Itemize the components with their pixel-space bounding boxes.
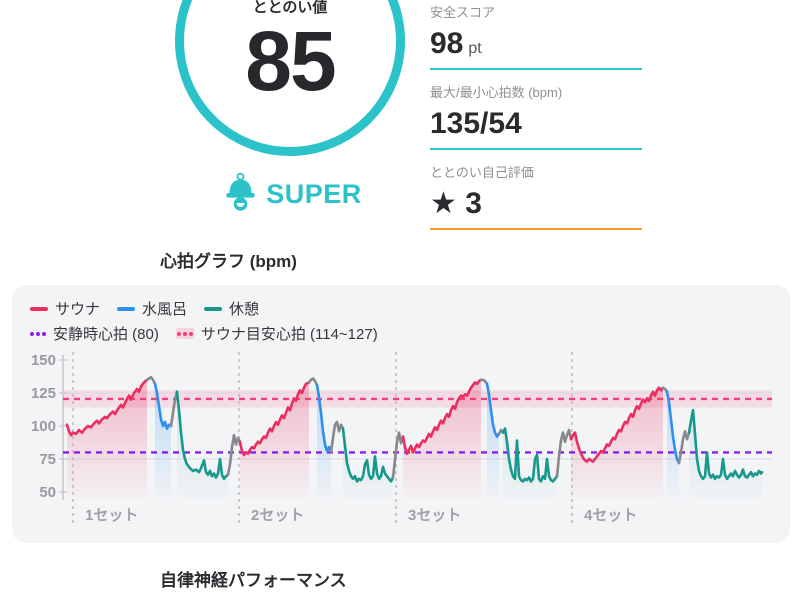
stat-value: 135/54	[430, 107, 522, 140]
svg-text:125: 125	[31, 385, 56, 402]
stat-label: ととのい自己評価	[430, 165, 534, 180]
stat-safety-score: 安全スコア 98 pt	[430, 2, 642, 70]
legend-item-cold-bath: 水風呂	[117, 298, 187, 319]
super-badge: SUPER	[208, 172, 378, 217]
score-label: ととのい値	[252, 0, 328, 16]
legend-swatch-resting-hr	[30, 331, 46, 336]
stat-max-min-heart-rate: 最大/最小心拍数 (bpm) 135/54	[430, 82, 642, 150]
star-icon: ★ 3	[430, 187, 482, 220]
heart-rate-section-title: 心拍グラフ (bpm)	[160, 252, 297, 271]
svg-text:2セット: 2セット	[251, 507, 304, 524]
svg-text:3セット: 3セット	[408, 507, 461, 524]
heart-rate-chart-panel: 150 125 100 75 50 1セット 2セット 3セット 4セット サウナ 水風呂 休憩安静…	[12, 285, 790, 543]
legend-swatch-sauna-target-hr	[175, 328, 194, 339]
legend-item-resting-hr: 安静時心拍 (80)	[30, 323, 159, 344]
legend-item-rest: 休憩	[204, 298, 259, 319]
svg-text:150: 150	[31, 352, 56, 369]
svg-text:4セット: 4セット	[584, 507, 637, 524]
chart-legend: サウナ 水風呂 休憩安静時心拍 (80) サウナ目安心拍 (114~127)	[30, 298, 395, 348]
legend-swatch-sauna	[30, 306, 48, 311]
legend-swatch-rest	[204, 306, 223, 311]
score-value: 85	[245, 14, 336, 108]
stat-unit: pt	[468, 40, 482, 57]
legend-swatch-cold-bath	[117, 306, 136, 311]
sauna-hat-icon	[224, 172, 257, 217]
svg-text:100: 100	[31, 418, 56, 435]
legend-item-sauna: サウナ	[30, 298, 100, 319]
stat-value: ★ 3	[430, 188, 642, 220]
svg-text:1セット: 1セット	[85, 507, 138, 524]
svg-text:75: 75	[39, 451, 56, 468]
autonomic-section-title: 自律神経パフォーマンス	[160, 571, 347, 590]
legend-item-sauna-target-hr: サウナ目安心拍 (114~127)	[175, 323, 378, 344]
heart-rate-chart: 150 125 100 75 50 1セット 2セット 3セット 4セット	[31, 352, 772, 527]
stat-self-rating: ととのい自己評価 ★ 3	[430, 162, 642, 230]
super-label: SUPER	[266, 178, 362, 209]
stat-value: 98 pt	[430, 27, 482, 60]
stat-label: 安全スコア	[430, 5, 496, 20]
svg-text:50: 50	[39, 484, 56, 501]
stat-label: 最大/最小心拍数 (bpm)	[430, 85, 563, 100]
